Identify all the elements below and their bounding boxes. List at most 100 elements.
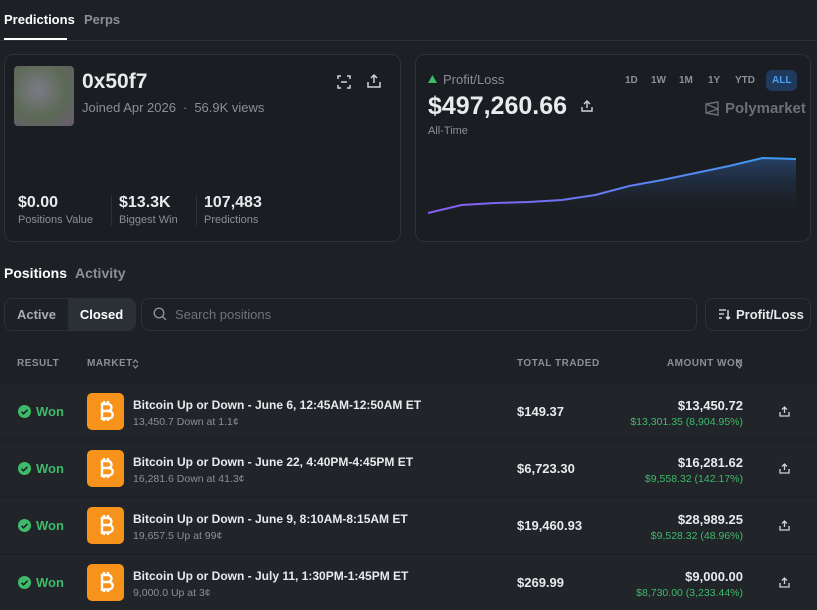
table-row[interactable] xyxy=(0,384,817,439)
tab[interactable]: Perps xyxy=(84,12,121,27)
market-detail: 16,281.6 Down at 41.3¢ xyxy=(133,473,245,485)
stat-value: 107,483 xyxy=(204,194,262,211)
stat-label: Predictions xyxy=(204,214,259,226)
amount-won: $28,989.25 xyxy=(677,512,743,527)
market-detail: 19,657.5 Up at 99¢ xyxy=(133,530,223,542)
sort-arrows[interactable] xyxy=(736,359,743,369)
profit: $13,301.35 (8,904.95%) xyxy=(630,416,743,428)
sort-label: Profit/Loss xyxy=(736,307,804,322)
check-mark xyxy=(20,466,29,472)
pnl-line xyxy=(427,156,797,214)
brand-logo xyxy=(705,101,719,116)
check-icon xyxy=(18,519,31,532)
share xyxy=(779,463,790,474)
amount-won: $9,000.00 xyxy=(685,569,743,584)
btc-symbol xyxy=(100,572,114,592)
range-button[interactable]: YTD xyxy=(735,75,755,86)
share-icon[interactable] xyxy=(581,100,593,112)
range-button[interactable]: 1D xyxy=(625,75,638,86)
arrows xyxy=(736,359,743,369)
up-triangle xyxy=(428,75,437,83)
avatar xyxy=(14,66,74,126)
pnl-value: $497,260.66 xyxy=(428,92,568,120)
profit: $9,528.32 (48.96%) xyxy=(650,530,743,542)
bitcoin-icon xyxy=(87,450,124,487)
column-header: AMOUNT WON xyxy=(666,358,743,369)
filter-button[interactable]: Active xyxy=(16,307,57,322)
table-row[interactable] xyxy=(0,555,817,610)
sort-icon xyxy=(719,309,731,320)
share xyxy=(779,406,790,417)
joined-date: Joined Apr 2026 xyxy=(82,100,176,115)
result: Won xyxy=(36,461,64,476)
market-title[interactable]: Bitcoin Up or Down - June 22, 4:40PM-4:4… xyxy=(133,455,414,469)
section-tab[interactable]: Activity xyxy=(75,265,126,281)
total-traded: $19,460.93 xyxy=(517,518,583,533)
result: Won xyxy=(36,518,64,533)
views: 56.9K views xyxy=(194,100,265,115)
check-circle xyxy=(18,519,31,532)
section-tab[interactable]: Positions xyxy=(4,265,68,281)
stat-value: $13.3K xyxy=(119,194,171,211)
check-icon xyxy=(18,405,31,418)
profile-name: 0x50f7 xyxy=(82,70,148,93)
check-icon xyxy=(18,462,31,475)
range-button[interactable]: 1M xyxy=(679,75,693,86)
btc-symbol xyxy=(100,401,114,421)
stat-divider xyxy=(111,196,112,226)
total-traded: $149.37 xyxy=(517,404,564,419)
check-circle xyxy=(18,462,31,475)
pnl-period: All-Time xyxy=(428,125,468,137)
market-title[interactable]: Bitcoin Up or Down - July 11, 1:30PM-1:4… xyxy=(133,569,409,583)
search-box[interactable] xyxy=(141,298,697,331)
table-row[interactable] xyxy=(0,498,817,553)
stat-label: Positions Value xyxy=(18,214,94,226)
bitcoin-icon xyxy=(87,564,124,601)
market-title[interactable]: Bitcoin Up or Down - June 9, 8:10AM-8:15… xyxy=(133,512,408,526)
market-detail: 9,000.0 Up at 3¢ xyxy=(133,587,211,599)
btc-symbol xyxy=(100,515,114,535)
share xyxy=(779,520,790,531)
tab[interactable]: Predictions xyxy=(4,12,75,27)
amount-won: $13,450.72 xyxy=(677,398,743,413)
qr-icon[interactable] xyxy=(337,75,351,89)
profit: $9,558.32 (142.17%) xyxy=(644,473,743,485)
sort-button[interactable] xyxy=(705,298,811,331)
amount-won: $16,281.62 xyxy=(677,455,743,470)
btc-symbol xyxy=(100,458,114,478)
share-icon[interactable] xyxy=(779,520,790,531)
segmented-control xyxy=(4,298,136,331)
stat-value: $0.00 xyxy=(18,194,59,211)
column-header: TOTAL TRADED xyxy=(517,358,600,369)
range-button[interactable]: 1W xyxy=(651,75,666,86)
share-icon[interactable] xyxy=(779,577,790,588)
total-traded: $269.99 xyxy=(517,575,564,590)
check-mark xyxy=(20,523,29,529)
search-placeholder: Search positions xyxy=(175,307,272,322)
column-header: RESULT xyxy=(17,358,60,369)
check-circle xyxy=(18,576,31,589)
column-header: MARKET xyxy=(87,358,133,369)
market-title[interactable]: Bitcoin Up or Down - June 6, 12:45AM-12:… xyxy=(133,398,422,412)
check-icon xyxy=(18,576,31,589)
table-row[interactable] xyxy=(0,441,817,496)
tab-underline xyxy=(4,38,67,40)
bitcoin-icon xyxy=(87,507,124,544)
pnl-area xyxy=(428,158,796,222)
range-button[interactable]: 1Y xyxy=(708,75,721,86)
market-detail: 13,450.7 Down at 1.1¢ xyxy=(133,416,239,428)
filter-button[interactable]: Closed xyxy=(68,299,135,330)
search-icon xyxy=(153,307,167,321)
share-icon[interactable] xyxy=(779,406,790,417)
profit: $8,730.00 (3,233.44%) xyxy=(636,587,743,599)
result: Won xyxy=(36,404,64,419)
divider xyxy=(0,40,817,41)
check-circle xyxy=(18,405,31,418)
share-icon[interactable] xyxy=(367,73,381,88)
share-icon[interactable] xyxy=(779,463,790,474)
check-mark xyxy=(20,580,29,586)
sort-arrows[interactable] xyxy=(132,359,139,369)
range-button[interactable]: ALL xyxy=(766,70,798,91)
